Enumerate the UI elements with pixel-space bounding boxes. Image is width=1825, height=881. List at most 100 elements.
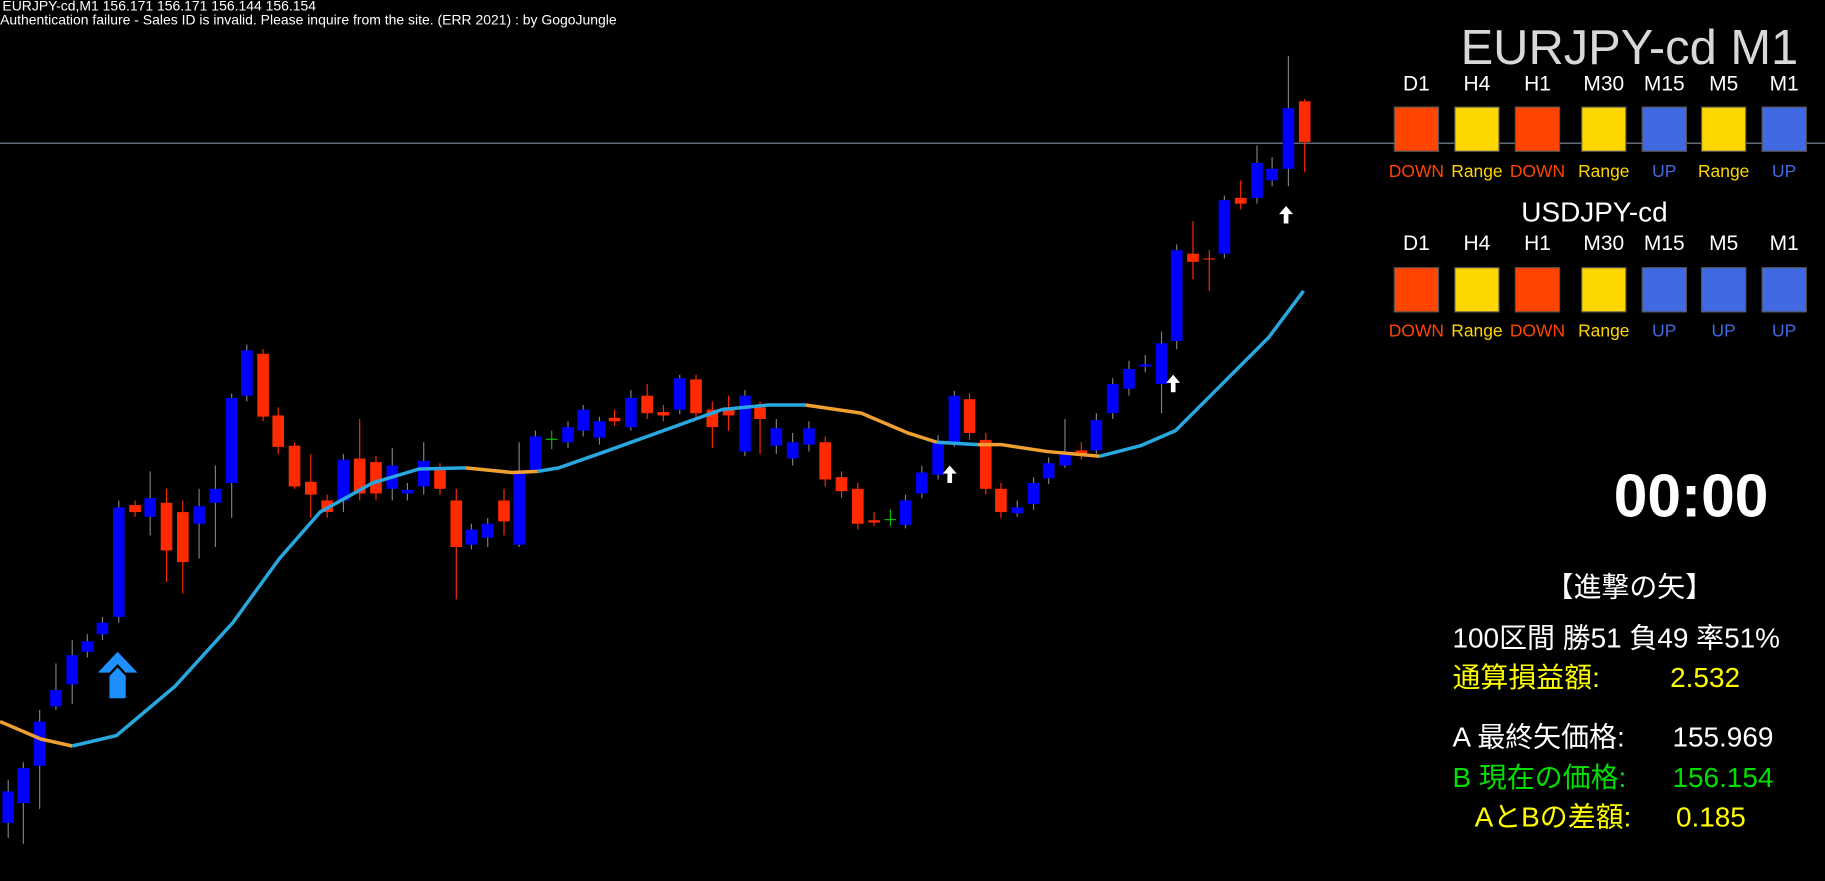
trend-box [1641,267,1688,313]
trend-box [1761,106,1807,152]
candle-body [593,421,606,438]
candle-body [948,395,961,443]
diff-label: AとBの差額: [1475,802,1632,833]
candle-body [1027,482,1040,504]
candle-body [417,460,430,487]
pnl-label: 通算損益額: [1453,662,1600,693]
trend-box [1393,267,1440,313]
candle-body [545,438,558,440]
candle-body [1075,450,1088,454]
signal-arrows [97,205,1294,699]
candle-body [401,489,414,494]
timeframe-label: H1 [1524,72,1551,95]
candle-body [66,655,79,685]
auth-message: Authentication failure - Sales ID is inv… [0,12,617,28]
candle-body [96,622,109,635]
candle-body [1139,364,1152,367]
trend-box [1514,106,1561,152]
trend-status: DOWN [1510,161,1565,181]
trend-box [1761,267,1807,313]
candle-body [1106,384,1119,414]
candle-body [272,415,285,447]
candle-body [1059,453,1071,466]
trend-panels: EURJPY-cd M1 D1 DOWN H4 Range H1 DOWN M30 Range M… [1389,21,1807,340]
timeframe-label: M30 [1583,232,1624,255]
candles [2,55,1311,844]
trend-box [1393,106,1440,152]
ma-segment [936,440,978,447]
a-value: 155.969 [1672,721,1773,752]
candle-body [112,507,125,617]
candle-body [562,427,574,443]
candle-body [50,690,62,707]
signal-arrow [942,465,957,483]
b-value: 156.154 [1672,762,1773,793]
pnl-value: 2.532 [1670,662,1740,693]
candle-body [690,379,702,414]
candle-body [144,498,157,517]
candle-body [1282,108,1295,169]
signal-arrow-large [97,651,138,699]
candle-body [625,398,637,428]
candle-body [481,523,494,538]
trend-box [1641,106,1688,152]
timeframe-label: M15 [1644,232,1685,255]
trend-box [1700,267,1747,313]
trend-status: UP [1652,320,1676,340]
ma-segment [537,403,806,474]
trend-status: Range [1451,320,1502,340]
timeframe-label: D1 [1403,232,1430,255]
candle-body [1298,101,1311,142]
candle-body [754,407,766,419]
candle-body [1203,258,1216,260]
candle-body [1090,420,1103,451]
candle-body [995,488,1007,513]
candle-body [835,477,848,492]
timer: 00:00 [1614,461,1769,529]
candle-body [1011,507,1024,514]
trend-status: Range [1451,161,1502,181]
candle-body [786,442,799,459]
candle-body [657,411,670,416]
trend-box [1454,106,1500,152]
timeframe-label: H4 [1464,72,1491,95]
candle-body [1218,200,1231,254]
diff-value: 0.185 [1676,802,1746,833]
candle-body [33,721,46,766]
timeframe-label: M15 [1644,72,1685,95]
candle-body [304,481,317,495]
candle-body [81,641,94,652]
candle-body [868,520,880,523]
candle-body [1251,162,1263,198]
candle-body [739,395,751,452]
trend-status: Range [1698,161,1749,181]
candle-body [851,488,864,524]
timeframe-label: D1 [1403,72,1430,95]
panel-title: USDJPY-cd [1521,197,1667,228]
a-label: A 最終矢価格: [1453,721,1625,752]
candle-body [1155,343,1168,385]
candle-body [1170,250,1183,341]
candle-body [1123,368,1135,389]
trend-status: DOWN [1389,161,1444,181]
ma-segment [805,403,938,444]
candle-body [932,442,944,475]
trend-status: UP [1712,320,1736,340]
panel-title: EURJPY-cd M1 [1461,21,1799,75]
candle-body [706,409,719,428]
trend-box [1514,267,1561,313]
candle-body [1266,168,1278,181]
signal-arrow-large-chevron [99,663,136,686]
candle-body [353,458,366,494]
timeframe-label: H4 [1464,232,1491,255]
candle-body [1042,463,1055,479]
candle-body [608,417,621,422]
candle-body [17,768,30,804]
trend-status: Range [1578,161,1629,181]
candle-body [450,500,463,547]
candle-body [980,439,992,489]
candle-body [577,409,589,431]
candle-body [641,395,653,414]
